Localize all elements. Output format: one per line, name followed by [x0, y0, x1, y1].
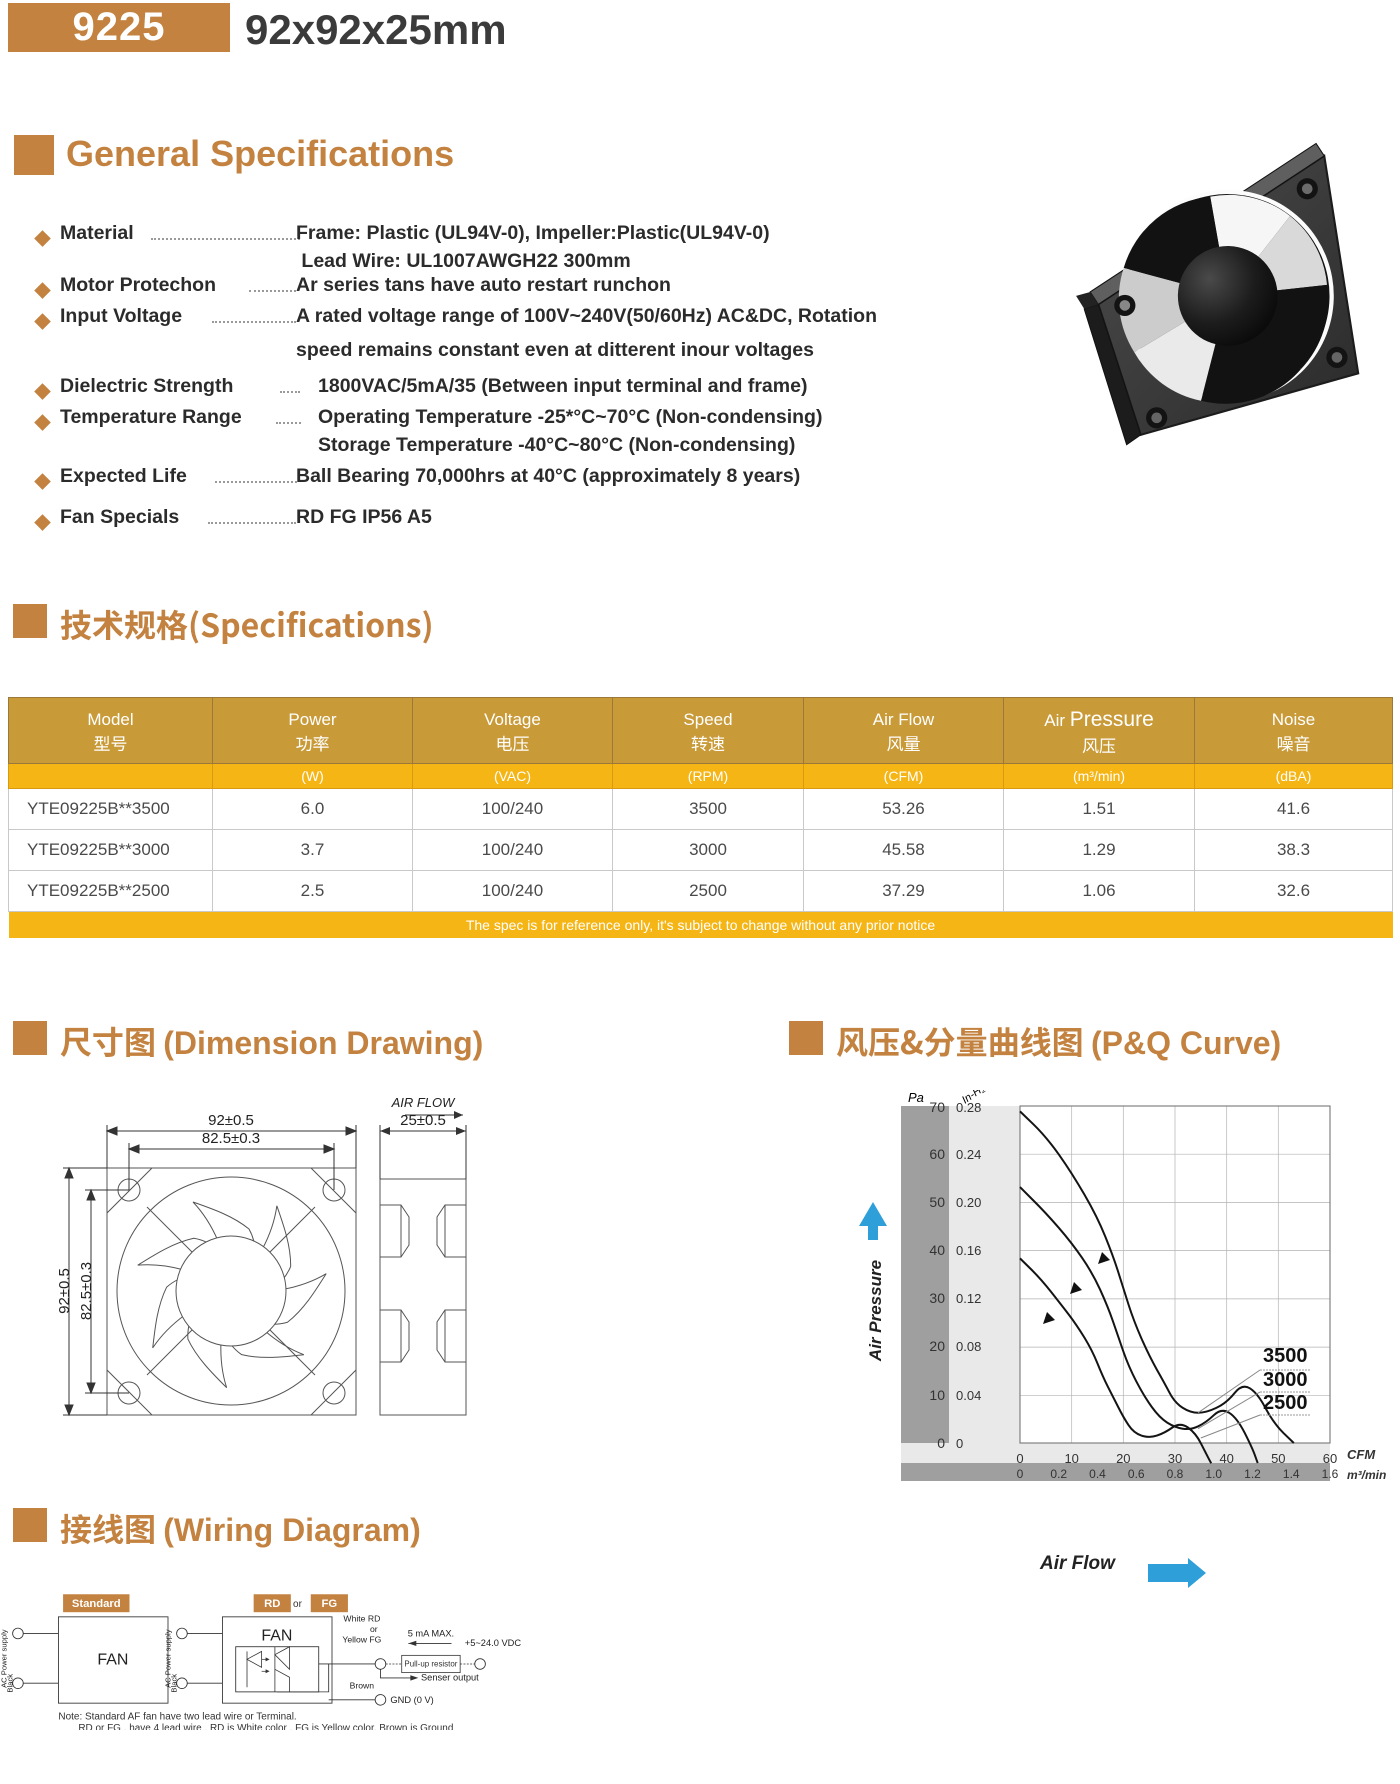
svg-text:0.04: 0.04	[956, 1388, 981, 1403]
svg-text:30: 30	[1168, 1451, 1182, 1466]
svg-text:20: 20	[929, 1338, 945, 1354]
svg-text:10: 10	[929, 1387, 945, 1403]
svg-text:25±0.5: 25±0.5	[400, 1112, 446, 1129]
svg-text:92±0.5: 92±0.5	[56, 1268, 73, 1314]
svg-text:0: 0	[1017, 1467, 1024, 1481]
svg-text:1.4: 1.4	[1283, 1467, 1300, 1481]
svg-text:30: 30	[929, 1290, 945, 1306]
svg-text:2500: 2500	[1263, 1392, 1308, 1414]
svg-text:50: 50	[929, 1194, 945, 1210]
svg-text:or: or	[293, 1599, 303, 1610]
svg-text:1.0: 1.0	[1205, 1467, 1222, 1481]
svg-text:40: 40	[929, 1242, 945, 1258]
svg-text:0: 0	[937, 1435, 945, 1451]
svg-text:60: 60	[1323, 1451, 1337, 1466]
svg-text:Pull-up resistor: Pull-up resistor	[404, 1660, 457, 1669]
svg-text:0.16: 0.16	[956, 1243, 981, 1258]
svg-text:0.20: 0.20	[956, 1195, 981, 1210]
svg-text:Black: Black	[6, 1674, 15, 1693]
svg-text:RD: RD	[264, 1598, 280, 1610]
svg-text:GND (0 V): GND (0 V)	[390, 1695, 433, 1705]
svg-text:82.5±0.3: 82.5±0.3	[78, 1262, 95, 1320]
svg-text:CFM: CFM	[1347, 1447, 1376, 1462]
svg-text:0: 0	[1016, 1451, 1023, 1466]
svg-text:92±0.5: 92±0.5	[208, 1112, 254, 1129]
svg-text:White RD: White RD	[343, 1613, 380, 1623]
svg-text:0.24: 0.24	[956, 1147, 981, 1162]
svg-text:FAN: FAN	[261, 1628, 292, 1645]
svg-text:1.6: 1.6	[1322, 1467, 1339, 1481]
svg-text:or: or	[370, 1624, 378, 1634]
svg-text:70: 70	[929, 1099, 945, 1115]
svg-text:Yellow FG: Yellow FG	[342, 1635, 381, 1645]
svg-text:50: 50	[1271, 1451, 1285, 1466]
svg-text:Pa: Pa	[908, 1090, 924, 1105]
svg-text:FAN: FAN	[97, 1652, 128, 1669]
svg-text:Black: Black	[170, 1674, 179, 1693]
svg-text:0.8: 0.8	[1167, 1467, 1184, 1481]
svg-text:RD or FG , have 4 lead wire .: RD or FG , have 4 lead wire . RD is Whit…	[78, 1723, 453, 1730]
svg-text:Brown: Brown	[350, 1681, 375, 1691]
svg-text:5 mA MAX.: 5 mA MAX.	[408, 1629, 454, 1639]
svg-text:m³/min: m³/min	[1347, 1468, 1386, 1482]
svg-text:+5~24.0 VDC: +5~24.0 VDC	[465, 1638, 522, 1648]
svg-text:1.2: 1.2	[1244, 1467, 1261, 1481]
svg-text:Note: Standard AF fan have two: Note: Standard AF fan have two lead wire…	[58, 1712, 296, 1723]
svg-text:20: 20	[1116, 1451, 1130, 1466]
svg-text:0.4: 0.4	[1089, 1467, 1106, 1481]
svg-text:0.6: 0.6	[1128, 1467, 1145, 1481]
svg-text:60: 60	[929, 1146, 945, 1162]
svg-text:0.12: 0.12	[956, 1291, 981, 1306]
svg-text:3500: 3500	[1263, 1345, 1308, 1367]
svg-text:10: 10	[1064, 1451, 1078, 1466]
svg-text:82.5±0.3: 82.5±0.3	[202, 1130, 260, 1147]
svg-text:Senser output: Senser output	[421, 1673, 479, 1683]
svg-text:0.08: 0.08	[956, 1339, 981, 1354]
svg-text:0: 0	[956, 1436, 963, 1451]
svg-text:FG: FG	[322, 1598, 338, 1610]
svg-text:40: 40	[1219, 1451, 1233, 1466]
svg-text:Standard: Standard	[72, 1598, 121, 1610]
svg-text:0.2: 0.2	[1050, 1467, 1067, 1481]
svg-text:AIR FLOW: AIR FLOW	[391, 1095, 457, 1110]
svg-text:3000: 3000	[1263, 1369, 1308, 1391]
